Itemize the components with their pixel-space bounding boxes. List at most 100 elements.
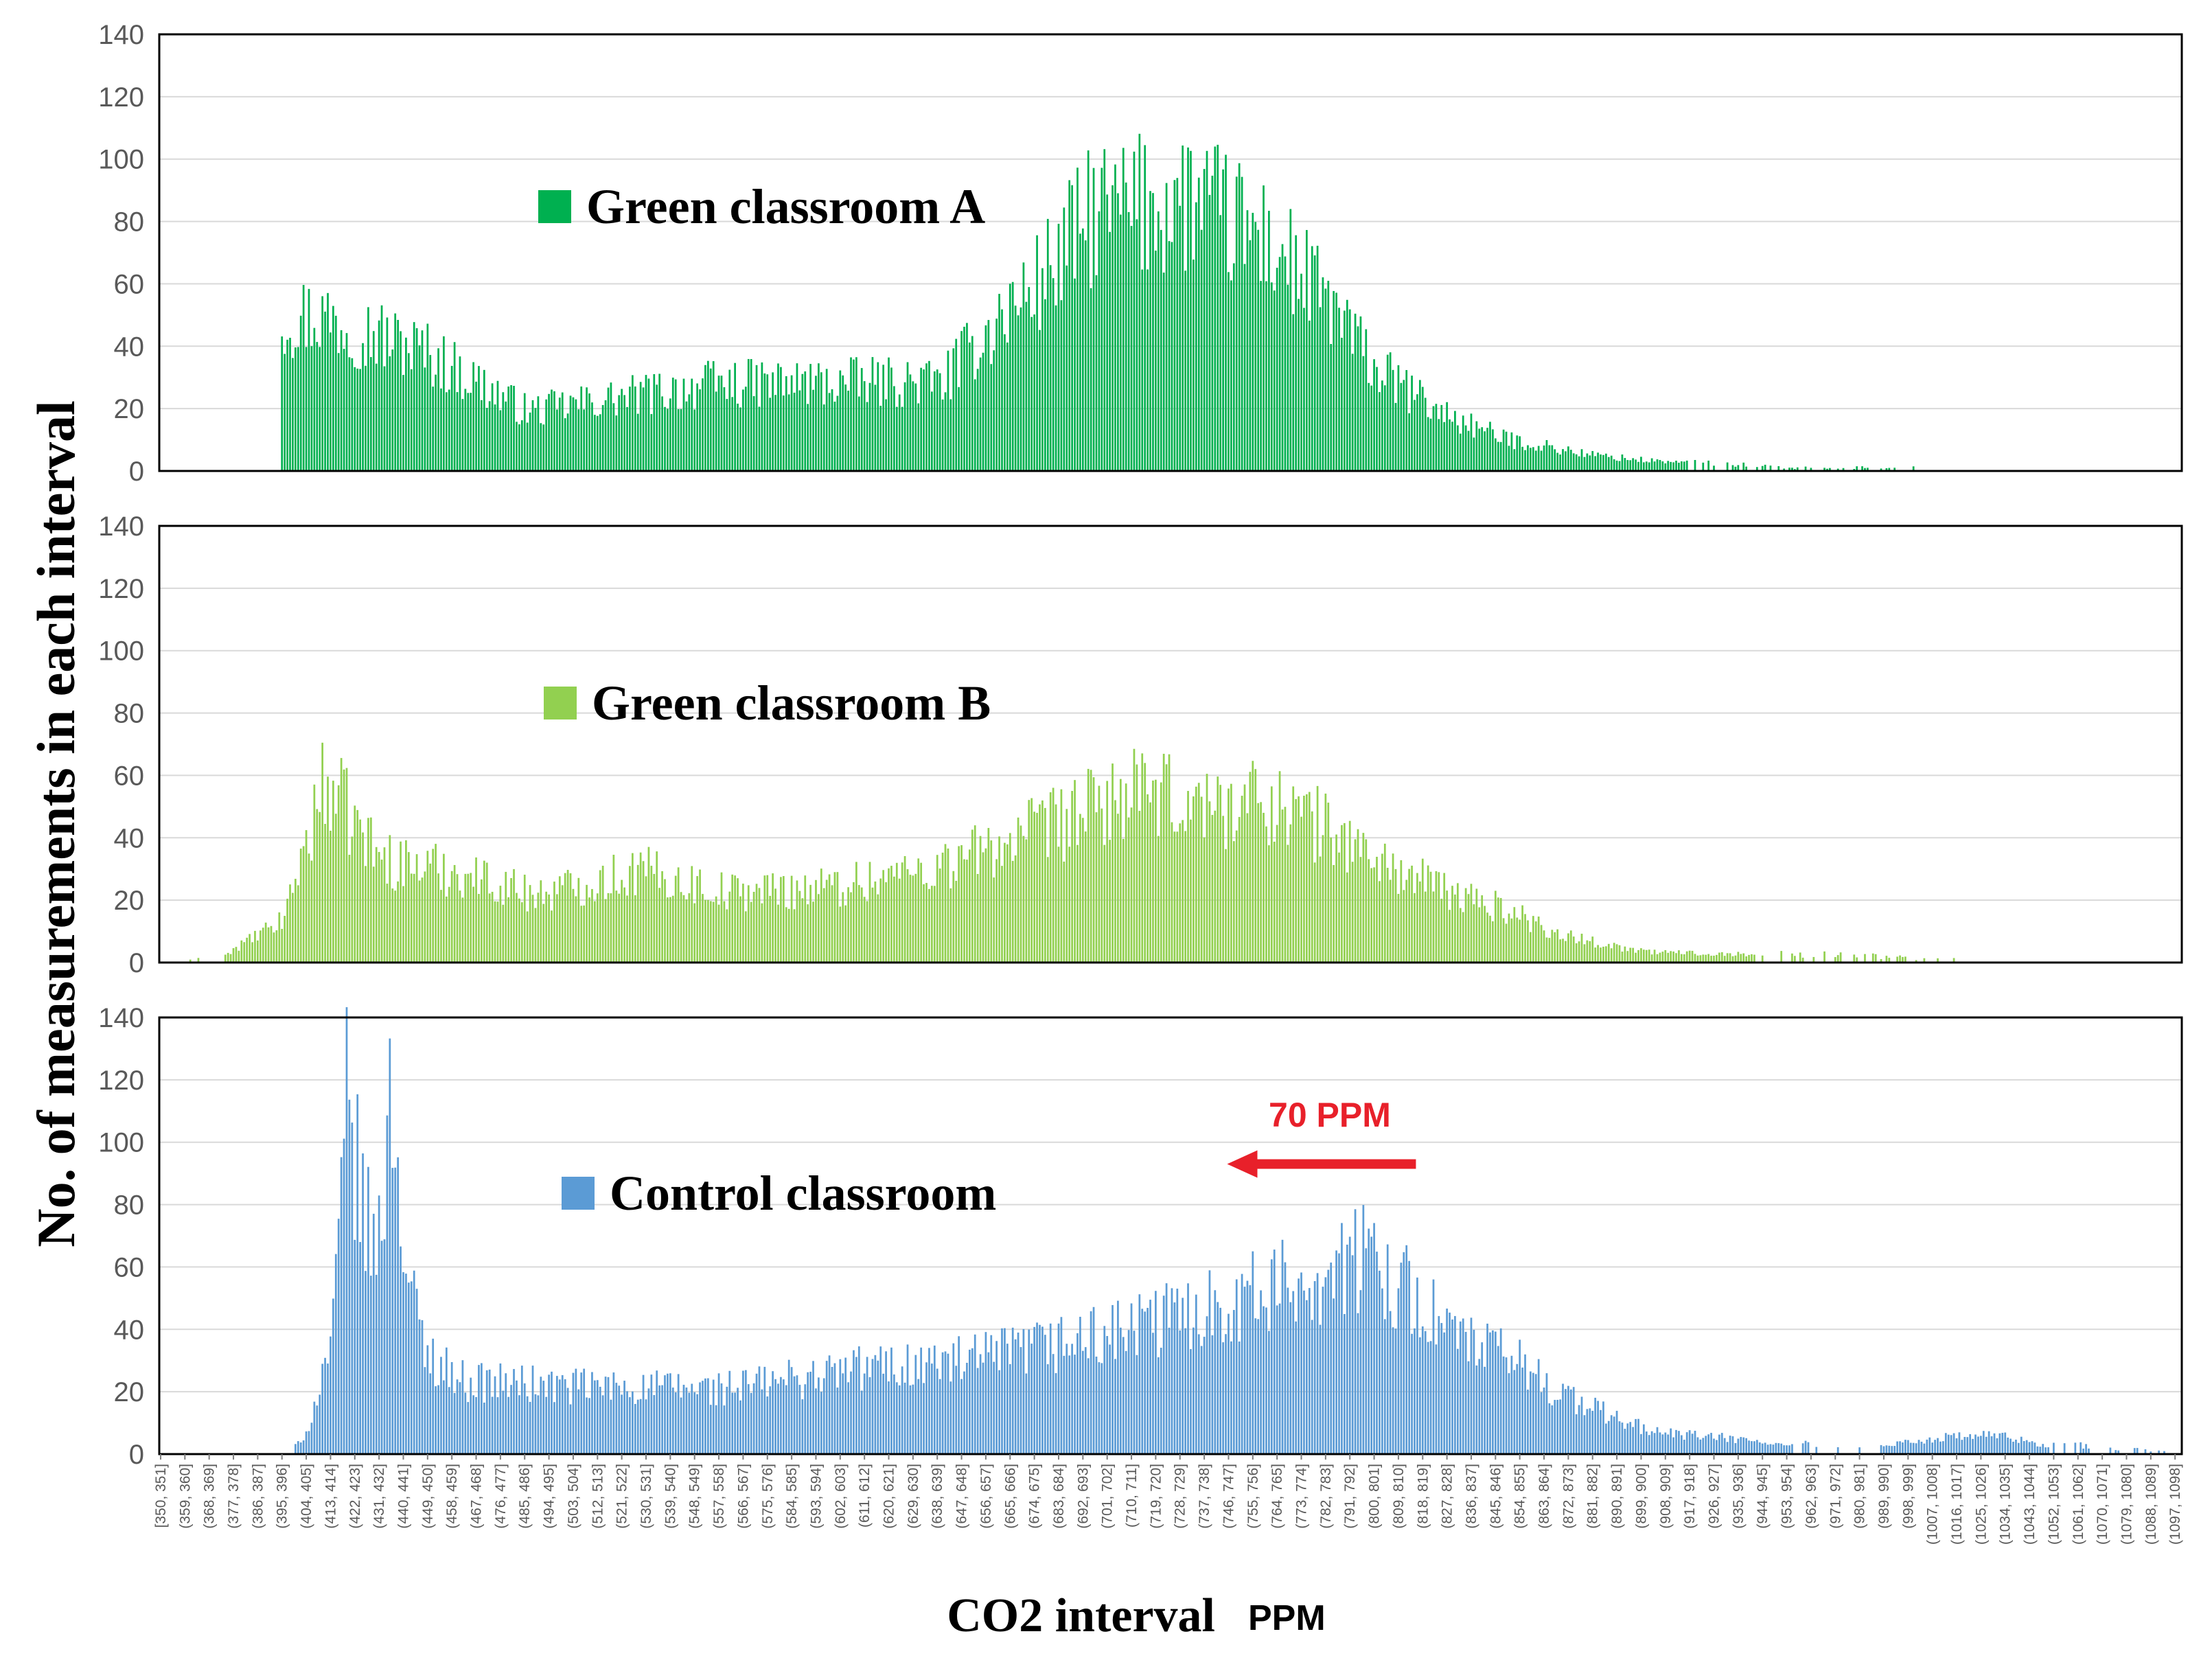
- bar: [305, 1431, 308, 1454]
- bar: [1133, 748, 1136, 963]
- bar: [706, 899, 709, 963]
- bar: [429, 863, 432, 963]
- bar: [2158, 1450, 2160, 1454]
- bar: [1203, 837, 1206, 963]
- bar: [1368, 1228, 1370, 1454]
- bar: [1101, 1363, 1103, 1454]
- bar: [1057, 847, 1060, 963]
- bar: [774, 1379, 776, 1454]
- bar: [1147, 1308, 1149, 1454]
- bar: [1834, 957, 1836, 963]
- bar: [1381, 1288, 1383, 1454]
- bar: [332, 1298, 334, 1454]
- bar: [1225, 1334, 1227, 1454]
- bar: [1079, 233, 1081, 471]
- bar: [424, 871, 426, 963]
- bar: [472, 886, 474, 963]
- bar: [1459, 433, 1462, 471]
- bar: [731, 397, 734, 471]
- bar: [394, 1167, 397, 1454]
- bar: [1678, 1431, 1680, 1454]
- bar: [807, 404, 809, 471]
- bar: [731, 1392, 734, 1454]
- bar: [1060, 789, 1063, 963]
- bar: [917, 858, 920, 963]
- bar: [1071, 185, 1073, 471]
- bar: [1980, 1436, 1982, 1454]
- bar: [960, 331, 963, 471]
- bar: [1357, 326, 1359, 471]
- bar: [993, 877, 995, 963]
- bar: [1519, 436, 1521, 471]
- bar: [1081, 818, 1084, 963]
- bar: [383, 1239, 386, 1454]
- bar: [1300, 816, 1302, 963]
- bar: [890, 1347, 892, 1454]
- bar: [1656, 459, 1659, 471]
- bar: [1173, 1302, 1176, 1454]
- bar: [1122, 838, 1125, 963]
- bar: [973, 379, 976, 471]
- bar: [890, 866, 892, 963]
- bar: [1346, 299, 1348, 471]
- bar: [1653, 949, 1656, 963]
- bar: [1022, 1328, 1025, 1454]
- bar: [1429, 1341, 1432, 1454]
- bar: [1607, 943, 1610, 963]
- bar: [2088, 1448, 2090, 1454]
- x-tick-label: (854, 855]: [1512, 1464, 1528, 1529]
- bar: [1753, 954, 1755, 963]
- bar: [418, 880, 421, 963]
- bar: [1411, 865, 1413, 963]
- bar: [1101, 168, 1103, 471]
- bar: [1600, 454, 1602, 471]
- bar: [1548, 1403, 1551, 1454]
- bar: [936, 369, 938, 471]
- bar: [1182, 145, 1184, 471]
- bar: [1499, 441, 1502, 471]
- bar: [267, 927, 270, 963]
- bar: [1602, 946, 1604, 963]
- bar: [289, 884, 291, 963]
- bar: [440, 890, 442, 963]
- bar: [1071, 1344, 1073, 1454]
- bar: [1292, 786, 1295, 963]
- x-tick-label: (953, 954]: [1779, 1464, 1795, 1529]
- bar: [1348, 309, 1351, 471]
- bar: [1206, 774, 1208, 963]
- bar: [1764, 464, 1766, 471]
- bar: [1254, 1318, 1257, 1454]
- bar: [507, 897, 510, 963]
- bar: [1341, 1223, 1343, 1454]
- bar: [575, 399, 577, 471]
- bar: [1678, 950, 1680, 963]
- bar: [594, 415, 596, 471]
- bar: [645, 375, 647, 471]
- bar: [866, 402, 868, 471]
- bar: [1791, 468, 1793, 471]
- bar: [426, 1345, 429, 1454]
- bar: [523, 393, 526, 471]
- bar: [1769, 1444, 1772, 1454]
- bar: [502, 392, 505, 471]
- bar: [496, 1397, 499, 1454]
- bar: [1591, 1410, 1594, 1454]
- bar: [1740, 954, 1742, 963]
- bar: [1235, 830, 1238, 963]
- bar: [1278, 1303, 1281, 1454]
- bar: [518, 898, 520, 963]
- bar: [359, 1242, 361, 1454]
- bar: [1133, 1331, 1136, 1454]
- bar: [2133, 1448, 2136, 1454]
- bar: [1810, 468, 1812, 471]
- bar: [583, 409, 586, 471]
- bar: [1208, 1270, 1211, 1454]
- bar: [966, 860, 968, 963]
- bar: [1645, 461, 1648, 471]
- bar: [402, 375, 404, 471]
- bar: [1257, 803, 1260, 963]
- bar: [809, 364, 811, 471]
- bar: [1187, 1283, 1189, 1454]
- bar: [1637, 949, 1639, 963]
- bar: [949, 399, 952, 471]
